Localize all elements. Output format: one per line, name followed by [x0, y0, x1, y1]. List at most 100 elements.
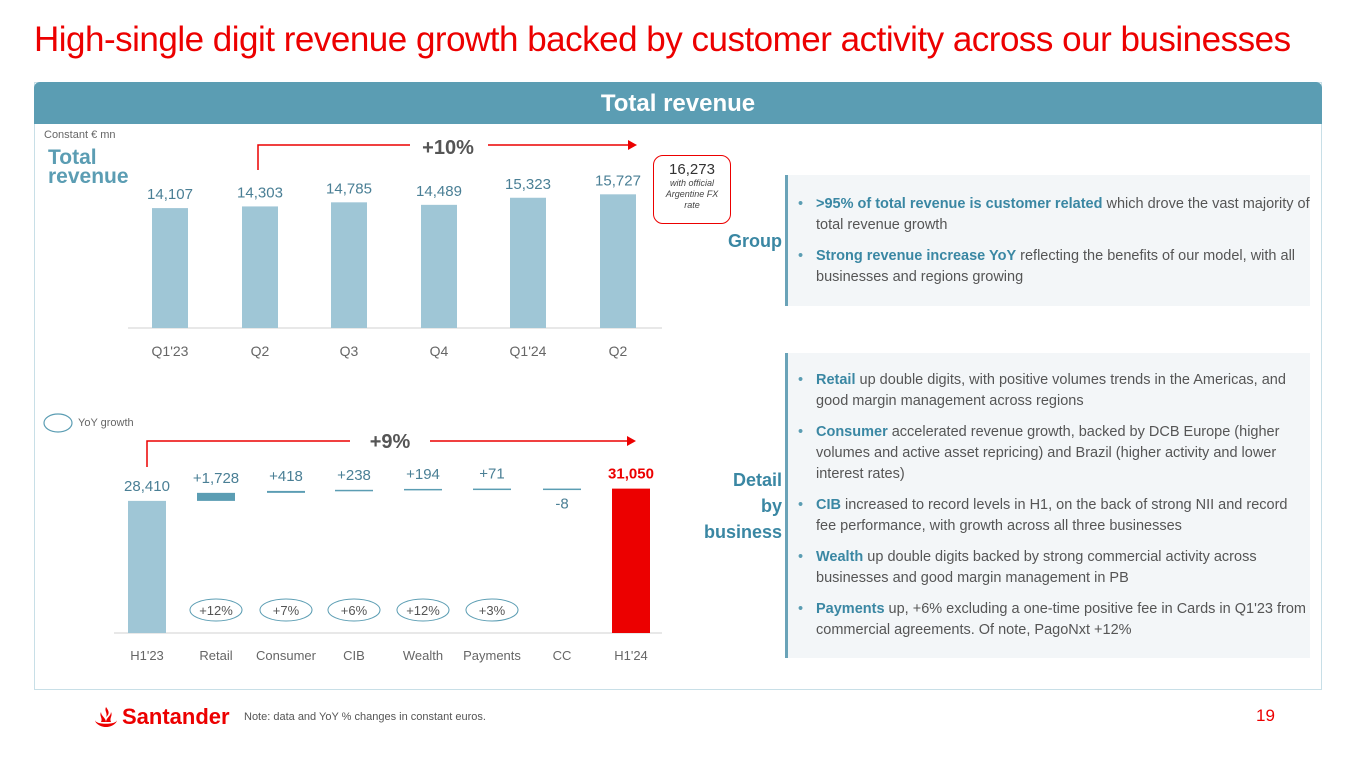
yoy-growth-label: +3%	[479, 603, 506, 618]
growth-line-left	[146, 440, 350, 467]
category-label: Payments	[463, 648, 521, 663]
waterfall-bar	[197, 492, 235, 501]
waterfall-bar	[128, 500, 166, 633]
yoy-legend-icon	[43, 413, 73, 433]
revenue-bar	[242, 206, 278, 328]
category-label: Q2	[609, 343, 628, 359]
category-label: CIB	[343, 648, 365, 663]
detail-bullet-highlight: Consumer	[816, 424, 888, 440]
bar-value-label: 14,303	[237, 184, 283, 201]
revenue-bar	[152, 208, 188, 328]
santander-logo: Santander	[94, 704, 230, 730]
group-box: >95% of total revenue is customer relate…	[785, 175, 1310, 306]
waterfall-value-label: 28,410	[124, 478, 170, 495]
waterfall-value-label: +71	[479, 466, 504, 483]
detail-bullet-text: increased to record levels in H1, on the…	[816, 497, 1288, 534]
detail-bullet: Retail up double digits, with positive v…	[798, 370, 1310, 412]
detail-bullet-text: up, +6% excluding a one-time positive fe…	[816, 601, 1306, 638]
callout-value: 16,273	[669, 161, 715, 178]
category-label: Consumer	[256, 648, 317, 663]
detail-bullet: Consumer accelerated revenue growth, bac…	[798, 422, 1310, 485]
detail-bullet-highlight: Retail	[816, 372, 856, 388]
detail-label: Detail by business	[690, 467, 782, 545]
yoy-pill	[189, 598, 243, 622]
yoy-pill	[259, 598, 313, 622]
page-number: 19	[1256, 706, 1275, 725]
panel-header: Total revenue	[34, 82, 1322, 124]
waterfall-value-label: +418	[269, 468, 303, 485]
waterfall-bar	[612, 488, 650, 633]
growth-arrowhead	[628, 140, 637, 150]
brand-name: Santander	[122, 704, 230, 729]
revenue-bar	[331, 202, 367, 328]
units-note: Constant € mn	[44, 129, 116, 141]
category-label: Retail	[199, 648, 232, 663]
yoy-growth-label: +12%	[406, 603, 440, 618]
yoy-pill	[396, 598, 450, 622]
detail-bullet-text: up double digits backed by strong commer…	[816, 549, 1257, 586]
category-label: Wealth	[403, 648, 443, 663]
detail-bullet: Wealth up double digits backed by strong…	[798, 547, 1310, 589]
category-label: H1'23	[130, 648, 164, 663]
bar-value-label: 15,323	[505, 176, 551, 193]
bar-value-label: 14,785	[326, 180, 372, 197]
category-label: Q3	[340, 343, 359, 359]
group-bullet: Strong revenue increase YoY reflecting t…	[798, 246, 1310, 288]
bar-value-label: 14,489	[416, 183, 462, 200]
group-bullet-highlight: >95% of total revenue is customer relate…	[816, 196, 1103, 212]
bar-value-label: 14,107	[147, 186, 193, 203]
page-title: High-single digit revenue growth backed …	[34, 20, 1291, 59]
waterfall-bar	[335, 489, 373, 492]
revenue-bar	[510, 197, 546, 328]
category-label: H1'24	[614, 648, 648, 663]
yoy-growth-label: +6%	[341, 603, 368, 618]
bar-value-label: 15,727	[595, 172, 641, 189]
waterfall-value-label: 31,050	[608, 466, 654, 483]
detail-box: Retail up double digits, with positive v…	[785, 353, 1310, 658]
flame-icon	[95, 707, 117, 727]
chart-heading-line-2: revenue	[48, 165, 129, 188]
argentine-fx-callout: 16,273 with official Argentine FX rate	[653, 155, 731, 224]
chart-heading: Total revenue	[48, 146, 129, 188]
detail-label-3: business	[703, 522, 782, 542]
detail-bullet: CIB increased to record levels in H1, on…	[798, 495, 1310, 537]
group-bullet-text: reflecting the benefits of our model, wi…	[816, 248, 1296, 285]
category-label: Q1'24	[510, 343, 547, 359]
callout-text: with official Argentine FX rate	[665, 178, 719, 210]
revenue-bar	[421, 204, 457, 328]
group-bullet-highlight: Strong revenue increase YoY	[816, 248, 1017, 264]
growth-label: +9%	[370, 431, 411, 453]
waterfall-bar	[543, 488, 581, 491]
detail-bullet-text: accelerated revenue growth, backed by DC…	[816, 424, 1280, 482]
growth-label: +10%	[422, 137, 474, 159]
revenue-bar	[600, 194, 636, 328]
yoy-pill	[327, 598, 381, 622]
detail-bullet: Payments up, +6% excluding a one-time po…	[798, 599, 1310, 641]
chart-heading-line-1: Total	[48, 146, 97, 169]
category-label: Q4	[430, 343, 449, 359]
category-label: Q1'23	[152, 343, 189, 359]
yoy-growth-label: +7%	[273, 603, 300, 618]
detail-bullets: Retail up double digits, with positive v…	[788, 370, 1310, 641]
category-label: CC	[553, 648, 572, 663]
footnote: Note: data and YoY % changes in constant…	[244, 711, 486, 723]
waterfall-bar	[267, 490, 305, 493]
waterfall-bar	[404, 488, 442, 491]
waterfall-value-label: +238	[337, 467, 371, 484]
yoy-pill	[465, 598, 519, 622]
detail-bullet-highlight: Payments	[816, 601, 885, 617]
growth-arrowhead	[627, 436, 636, 446]
yoy-legend-label: YoY growth	[78, 417, 134, 429]
group-bullet: >95% of total revenue is customer relate…	[798, 194, 1310, 236]
group-bullets: >95% of total revenue is customer relate…	[788, 194, 1310, 288]
detail-label-1: Detail	[732, 470, 782, 490]
yoy-growth-label: +12%	[199, 603, 233, 618]
detail-bullet-highlight: Wealth	[816, 549, 864, 565]
waterfall-bar	[473, 488, 511, 491]
growth-line-left	[257, 144, 410, 170]
detail-bullet-text: up double digits, with positive volumes …	[816, 372, 1286, 409]
waterfall-value-label: +1,728	[193, 470, 239, 487]
detail-label-2: by	[760, 496, 782, 516]
category-label: Q2	[251, 343, 270, 359]
